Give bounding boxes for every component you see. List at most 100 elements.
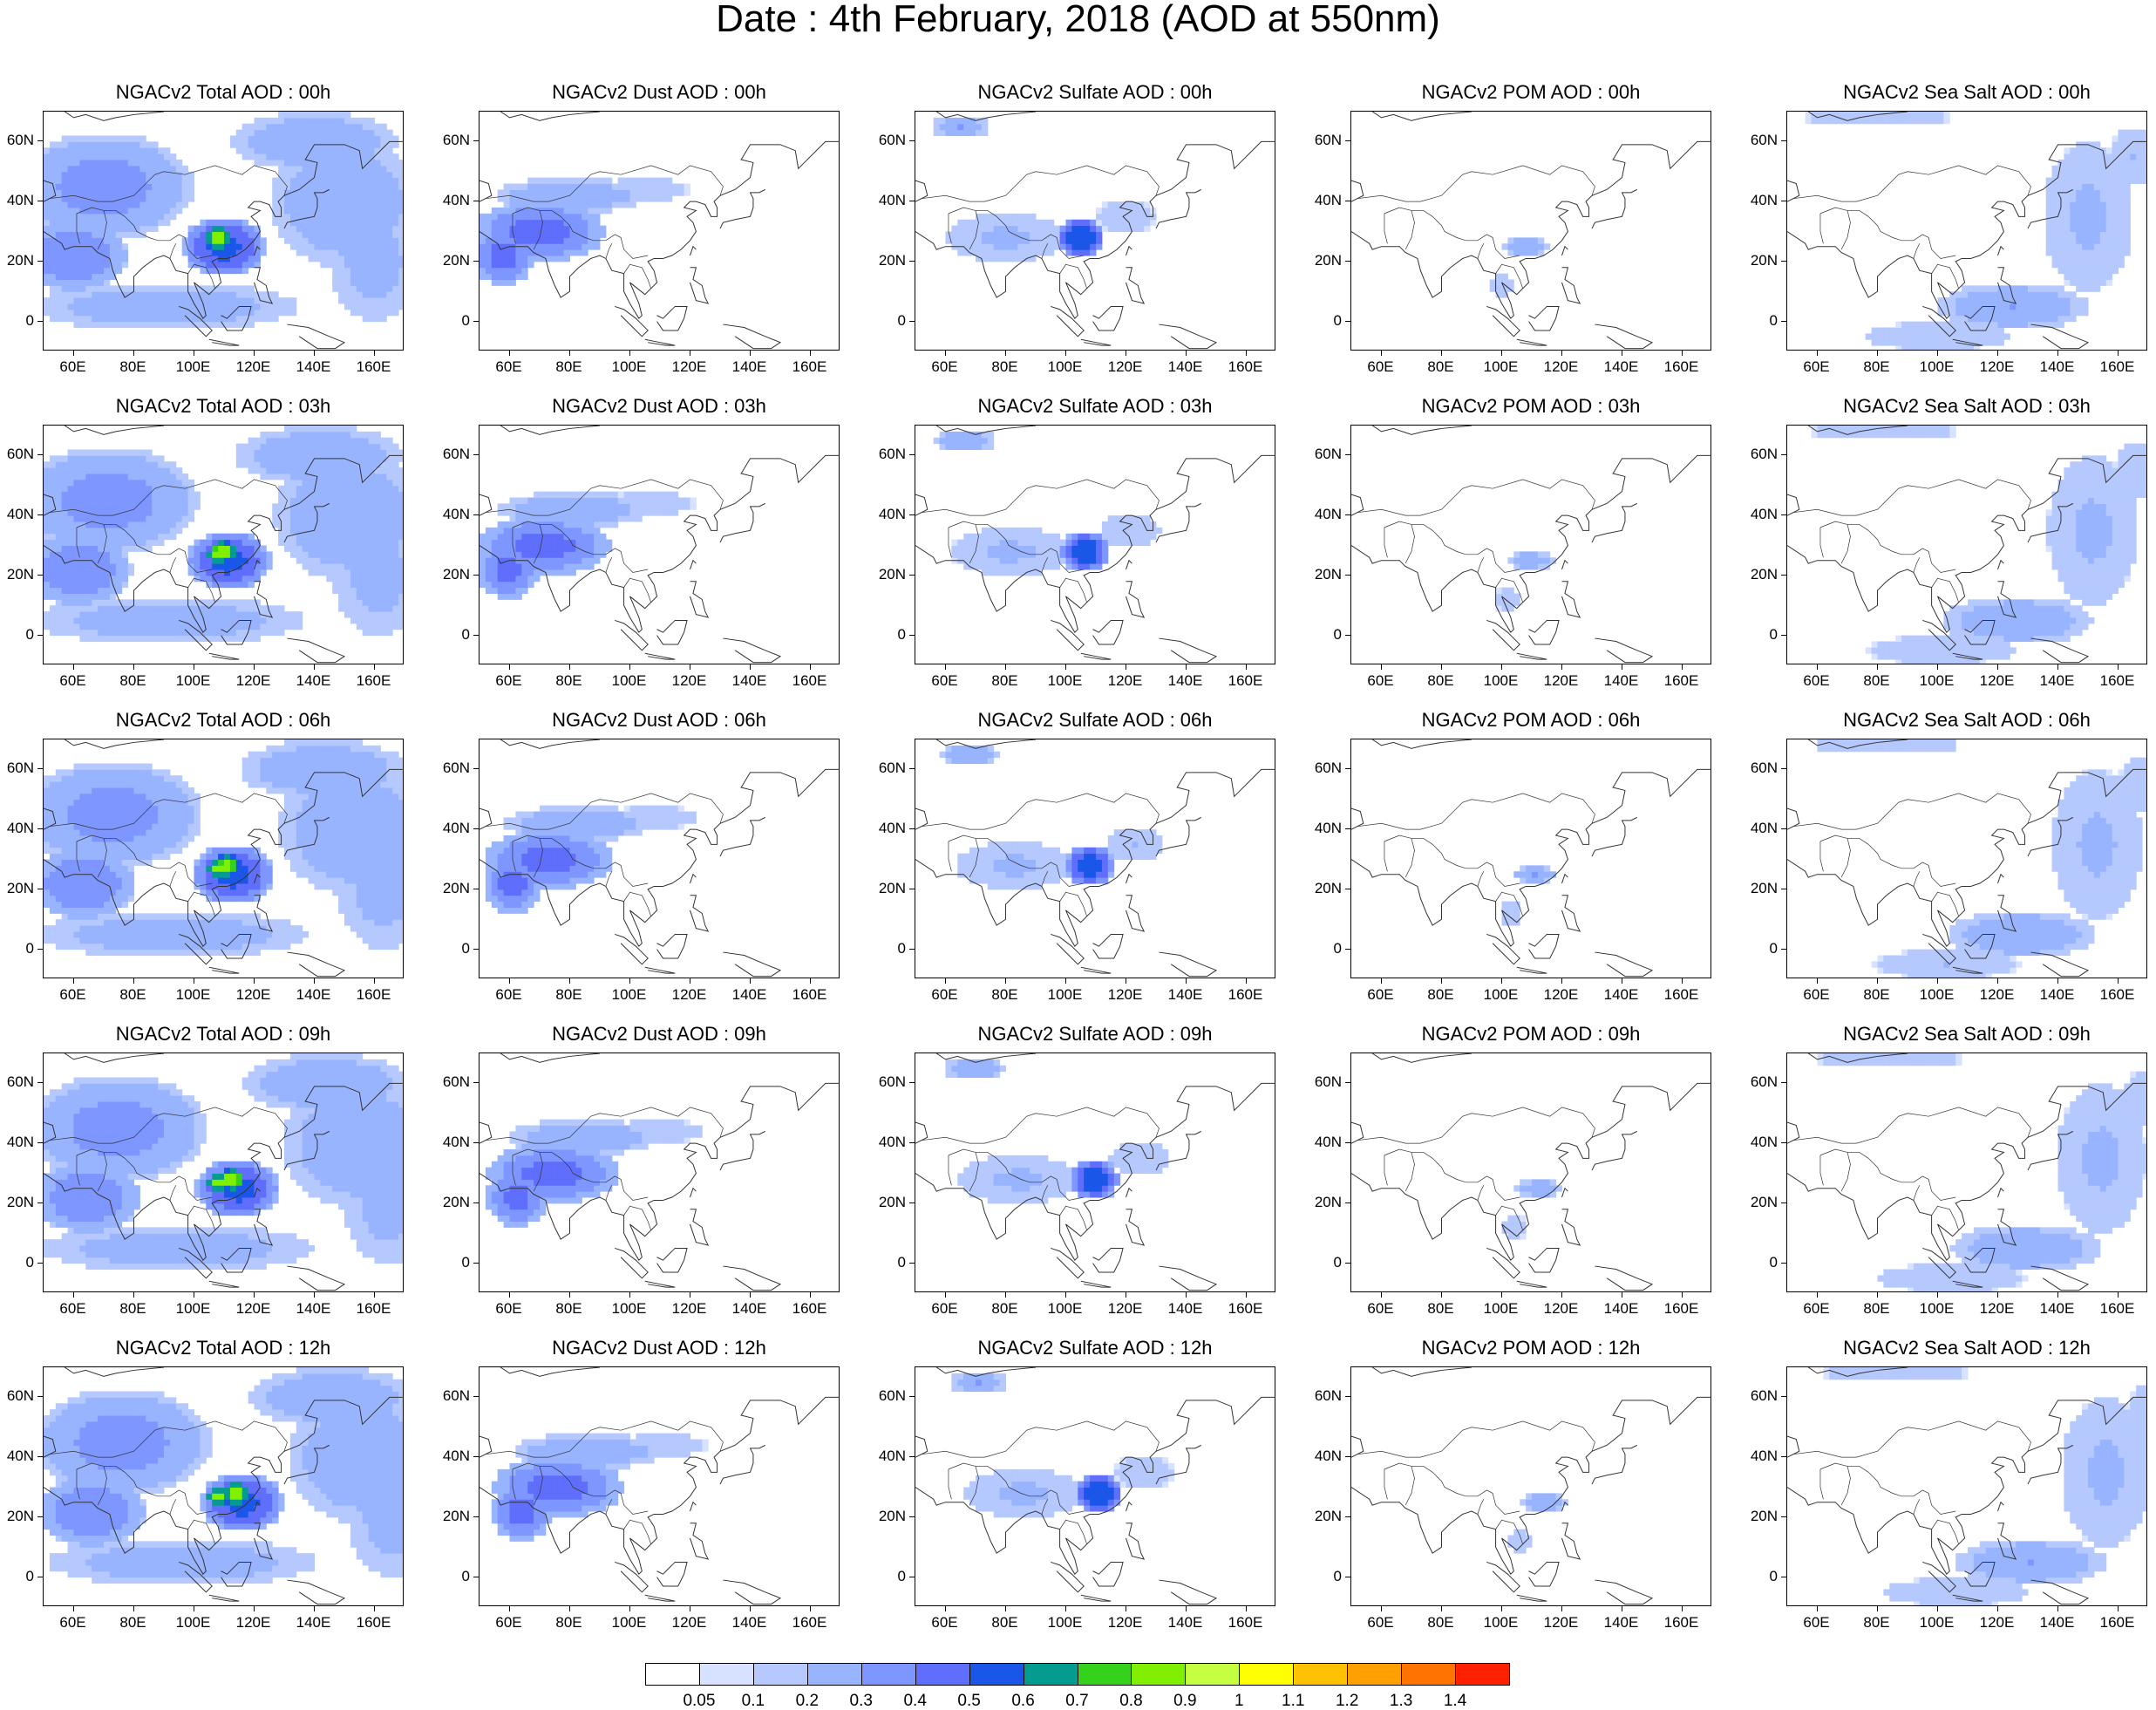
aod-cell <box>606 515 612 521</box>
aod-cell <box>236 630 242 636</box>
aod-cell <box>326 515 332 521</box>
aod-cell <box>957 220 963 226</box>
aod-cell <box>386 588 392 594</box>
aod-cell <box>375 521 381 528</box>
aod-cell <box>2112 232 2119 238</box>
aod-cell <box>50 208 56 214</box>
aod-cell <box>1968 333 1974 339</box>
aod-cell <box>2130 153 2136 160</box>
aod-cell <box>350 515 357 521</box>
aod-cell <box>1926 345 1932 351</box>
aod-cell <box>98 280 104 286</box>
aod-cell <box>170 189 176 195</box>
aod-cell <box>315 461 321 467</box>
aod-cell <box>320 184 326 190</box>
aod-cell <box>272 178 278 184</box>
aod-cell <box>350 303 357 310</box>
aod-cell <box>56 201 62 208</box>
aod-cell <box>521 268 527 274</box>
aod-cell <box>1496 274 1502 280</box>
aod-cell <box>98 274 104 280</box>
aod-cell <box>158 492 164 498</box>
aod-cell <box>515 226 521 232</box>
aod-cell <box>320 534 326 540</box>
aod-cell <box>2112 195 2119 201</box>
aod-cell <box>320 130 326 136</box>
aod-cell <box>1060 226 1066 232</box>
aod-cell <box>2070 195 2076 201</box>
aod-cell <box>1090 220 1096 226</box>
aod-cell <box>44 249 50 255</box>
aod-cell <box>79 473 85 480</box>
aod-cell <box>570 534 576 540</box>
aod-cell <box>630 498 636 504</box>
aod-cell <box>85 515 92 521</box>
aod-cell <box>1024 214 1030 220</box>
aod-cell <box>534 540 540 546</box>
aod-cell <box>392 141 398 147</box>
aod-cell <box>588 220 594 226</box>
aod-cell <box>369 280 375 286</box>
aod-cell <box>2070 237 2076 243</box>
aod-cell <box>248 540 255 546</box>
aod-cell <box>146 184 152 190</box>
aod-cell <box>266 563 272 569</box>
aod-cell <box>92 249 98 255</box>
aod-cell <box>272 136 278 142</box>
aod-cell <box>392 255 398 262</box>
coastline <box>1093 306 1124 330</box>
aod-cell <box>146 636 152 642</box>
aod-cell <box>951 546 957 552</box>
aod-cell <box>666 189 672 195</box>
aod-cell <box>85 563 92 569</box>
aod-cell <box>236 147 242 153</box>
aod-cell <box>940 444 946 450</box>
aod-cell <box>357 486 363 492</box>
aod-cell <box>326 249 332 255</box>
aod-cell <box>158 498 164 504</box>
aod-cell <box>606 503 612 509</box>
aod-cell <box>951 551 957 557</box>
aod-cell <box>68 630 74 636</box>
aod-cell <box>552 557 558 563</box>
aod-cell <box>260 455 266 461</box>
aod-cell <box>92 268 98 274</box>
aod-cell <box>369 534 375 540</box>
aod-cell <box>315 546 321 552</box>
aod-cell <box>540 540 546 546</box>
aod-cell <box>588 503 594 509</box>
country-border <box>1820 208 1955 258</box>
aod-cell <box>110 480 116 486</box>
aod-cell <box>242 623 248 630</box>
aod-cell <box>988 237 994 243</box>
aod-cell <box>158 178 164 184</box>
aod-cell <box>98 316 104 322</box>
aod-cell <box>2064 166 2070 172</box>
aod-cell <box>242 147 248 153</box>
aod-cell <box>540 509 546 515</box>
aod-cell <box>260 432 266 438</box>
aod-cell <box>357 467 363 473</box>
aod-cell <box>363 232 369 238</box>
aod-cell <box>74 492 80 498</box>
aod-cell <box>79 630 85 636</box>
aod-cell <box>68 455 74 461</box>
aod-cell <box>515 237 521 243</box>
aod-cell <box>1000 232 1006 238</box>
aod-cell <box>630 201 636 208</box>
aod-cell <box>642 492 648 498</box>
aod-cell <box>624 503 630 509</box>
aod-cell <box>164 480 170 486</box>
aod-cell <box>128 178 134 184</box>
aod-cell <box>375 316 381 322</box>
aod-cell <box>666 503 672 509</box>
aod-cell <box>266 438 272 444</box>
aod-cell <box>969 243 976 249</box>
aod-cell <box>85 486 92 492</box>
aod-cell <box>398 605 404 611</box>
aod-cell <box>242 232 248 238</box>
aod-cell <box>278 232 284 238</box>
lon-tick-mark <box>1246 351 1247 356</box>
aod-cell <box>1974 316 1980 322</box>
aod-cell <box>110 237 116 243</box>
